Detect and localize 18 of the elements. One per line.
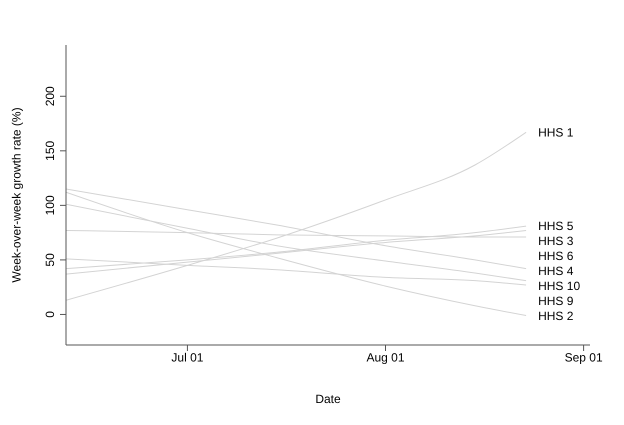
y-tick-label: 150 xyxy=(43,140,57,161)
series-label: HHS 9 xyxy=(538,294,574,308)
series-label: HHS 3 xyxy=(538,234,574,248)
y-tick-label: 50 xyxy=(43,252,57,267)
series-label: HHS 2 xyxy=(538,309,574,324)
series-label: HHS 1 xyxy=(538,125,574,140)
x-tick-label: Jul 01 xyxy=(171,350,204,365)
y-tick-label: 200 xyxy=(43,86,57,106)
series-label: HHS 4 xyxy=(538,264,574,278)
x-tick-label: Aug 01 xyxy=(366,350,405,365)
y-tick-label: 100 xyxy=(43,195,57,216)
series-label: HHS 5 xyxy=(538,219,574,234)
y-axis-title: Week-over-week growth rate (%) xyxy=(9,107,24,283)
series-label: HHS 6 xyxy=(538,249,574,264)
y-tick-label: 0 xyxy=(43,310,57,318)
x-axis-title: Date xyxy=(315,392,341,406)
series-label: HHS 10 xyxy=(538,279,580,294)
x-tick-label: Sep 01 xyxy=(564,350,603,365)
